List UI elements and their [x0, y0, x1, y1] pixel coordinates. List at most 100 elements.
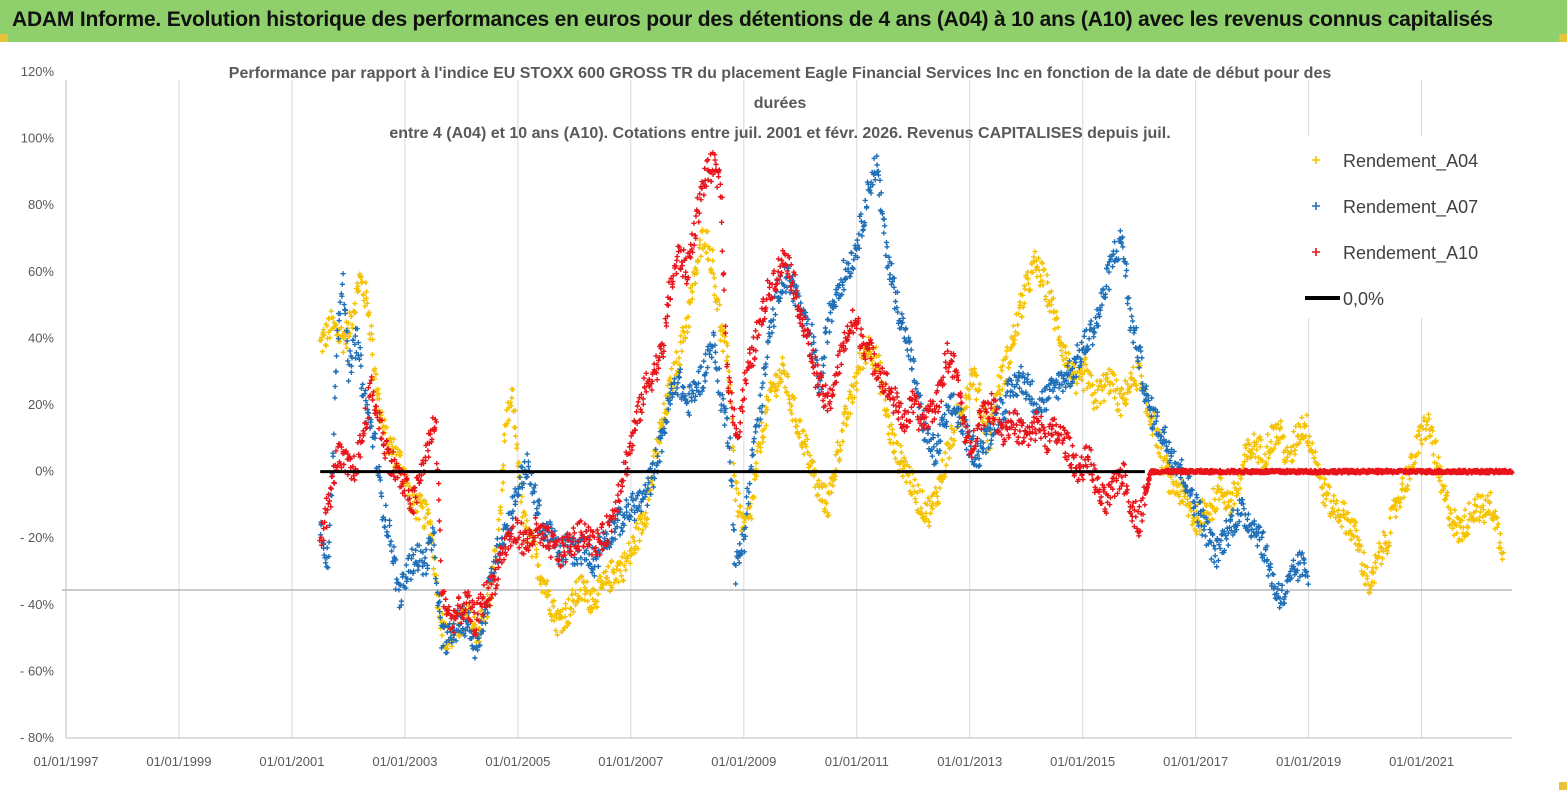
data-point [546, 592, 552, 598]
data-point [1148, 413, 1155, 419]
data-point [1439, 482, 1445, 488]
data-point [1290, 457, 1296, 464]
data-point [554, 632, 560, 638]
data-point [881, 230, 887, 236]
data-point [1434, 461, 1440, 467]
data-point [1128, 370, 1134, 376]
data-point [1297, 437, 1303, 443]
data-point [655, 453, 661, 459]
data-point [950, 442, 956, 448]
data-point [883, 252, 889, 259]
data-point [767, 333, 773, 340]
data-point [606, 579, 612, 585]
data-point [915, 482, 921, 488]
data-point [1050, 295, 1056, 301]
data-point [1094, 404, 1100, 410]
data-point [1154, 426, 1161, 432]
data-point [821, 354, 828, 360]
data-point [1498, 545, 1504, 551]
data-point [1093, 314, 1099, 321]
data-point [1322, 481, 1328, 487]
data-point [882, 223, 888, 229]
data-point [324, 323, 330, 329]
data-point [337, 311, 343, 317]
data-point [824, 339, 831, 345]
data-point [927, 498, 933, 504]
data-point [809, 321, 815, 328]
data-point [1301, 560, 1307, 566]
data-point [358, 352, 364, 358]
data-point [877, 360, 884, 366]
data-point [764, 406, 770, 413]
data-point [1015, 331, 1021, 337]
data-point [705, 256, 711, 262]
data-point [973, 397, 979, 403]
data-point [548, 521, 554, 528]
data-point [1217, 545, 1223, 552]
data-point [789, 410, 795, 417]
data-point [1278, 418, 1284, 424]
data-point [757, 392, 763, 398]
data-point [966, 393, 972, 399]
data-point [335, 332, 341, 338]
data-point [721, 287, 727, 293]
data-point [382, 455, 388, 461]
data-point [347, 348, 353, 354]
data-point [1326, 484, 1333, 490]
data-point [733, 581, 739, 587]
data-point [820, 370, 826, 376]
data-point [730, 460, 737, 467]
data-point [1480, 506, 1487, 513]
data-point [713, 161, 719, 167]
data-point [609, 528, 615, 534]
data-point [1420, 426, 1426, 432]
data-point [734, 479, 740, 486]
data-point [390, 560, 396, 566]
data-point [375, 386, 381, 392]
data-point [686, 412, 692, 418]
data-point [321, 332, 327, 338]
data-point [764, 393, 770, 400]
data-point [1112, 395, 1118, 401]
data-point [858, 326, 864, 332]
data-point [1465, 531, 1471, 537]
data-point [892, 455, 899, 462]
data-point [1104, 266, 1110, 272]
data-point [1046, 299, 1052, 305]
data-point [937, 438, 944, 444]
data-point [691, 271, 697, 278]
data-point [1459, 537, 1465, 543]
data-point [1197, 528, 1203, 534]
data-point [512, 425, 519, 431]
data-point [942, 474, 948, 480]
data-point [1156, 450, 1162, 456]
data-point [513, 489, 519, 495]
data-point [1082, 349, 1089, 356]
data-point [1351, 523, 1357, 529]
data-point [1340, 508, 1347, 514]
data-point [739, 551, 745, 557]
data-point [512, 498, 519, 505]
data-point [854, 387, 860, 393]
data-point [760, 439, 766, 445]
data-point [1082, 355, 1089, 361]
y-tick-label: 100% [21, 131, 55, 146]
data-point [1113, 377, 1119, 383]
data-point [1475, 492, 1481, 498]
data-point [589, 606, 595, 612]
data-point [570, 525, 576, 531]
data-point [1425, 411, 1432, 418]
data-point [907, 488, 913, 494]
data-point [679, 348, 685, 354]
data-point [1246, 441, 1253, 448]
data-point [400, 571, 407, 577]
data-point [885, 431, 891, 437]
data-point [576, 595, 582, 601]
data-point [356, 288, 362, 294]
data-point [1353, 519, 1359, 526]
data-point [624, 509, 630, 515]
data-point [699, 227, 706, 233]
data-point [1479, 493, 1486, 499]
data-point [930, 500, 936, 506]
data-point [1477, 509, 1484, 515]
